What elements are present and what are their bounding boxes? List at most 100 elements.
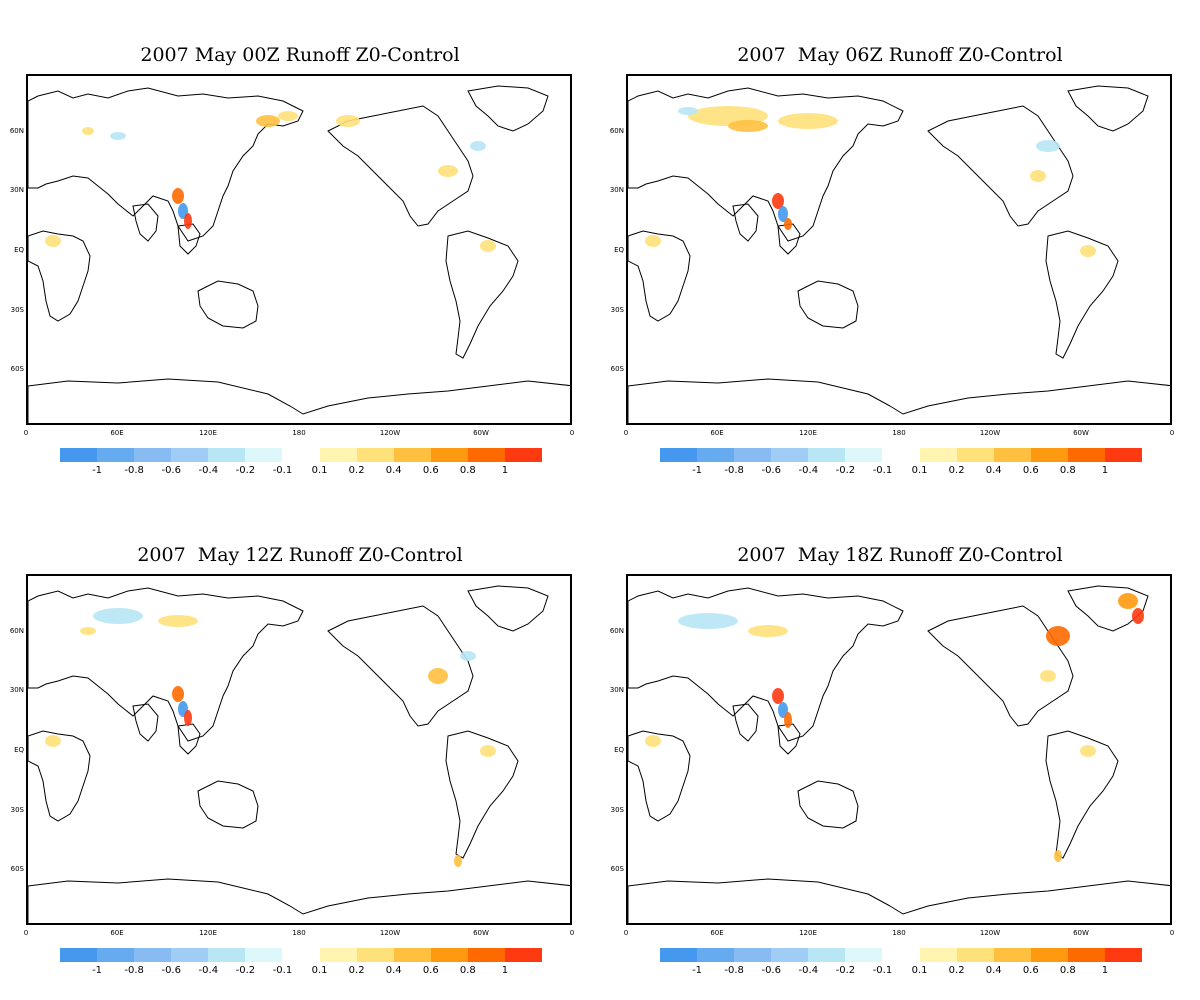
lon-label-120e: 120E bbox=[199, 929, 217, 937]
map-panel-18z: 2007 May 18Z Runoff Z0-Control 60N 30N E… bbox=[600, 500, 1200, 1000]
colorbar-label: -0.2 bbox=[235, 965, 256, 976]
colorbar-label: -1 bbox=[92, 965, 103, 976]
lat-label-eq: EQ bbox=[14, 246, 24, 254]
runoff-anomaly bbox=[93, 608, 143, 624]
world-map bbox=[628, 585, 1170, 923]
colorbar-swatch bbox=[734, 448, 772, 462]
coastline bbox=[797, 780, 859, 829]
colorbar-label: 1 bbox=[1101, 465, 1109, 476]
lat-label-30s: 30S bbox=[10, 306, 24, 314]
colorbar-swatch bbox=[319, 448, 357, 462]
coastline bbox=[467, 85, 549, 132]
colorbar-label: -0.1 bbox=[872, 465, 893, 476]
runoff-anomaly bbox=[256, 115, 280, 127]
coastline bbox=[28, 87, 304, 242]
colorbar-swatch bbox=[504, 948, 542, 962]
panel-title: 2007 May 06Z Runoff Z0-Control bbox=[737, 44, 1063, 66]
colorbar-label: 0.6 bbox=[422, 465, 439, 476]
colorbar-swatch bbox=[808, 448, 846, 462]
lat-label-30n: 30N bbox=[609, 686, 624, 694]
lat-label-30s: 30S bbox=[610, 806, 624, 814]
runoff-anomaly bbox=[772, 193, 784, 209]
runoff-anomaly bbox=[645, 735, 661, 747]
runoff-anomaly bbox=[1036, 140, 1060, 152]
colorbar-label: -0.6 bbox=[161, 465, 181, 476]
lon-label-60e: 60E bbox=[710, 429, 724, 437]
lat-label-60n: 60N bbox=[609, 627, 624, 635]
colorbar-label: 0.2 bbox=[948, 965, 965, 976]
lat-label-30n: 30N bbox=[9, 686, 24, 694]
lon-label-60e: 60E bbox=[110, 429, 124, 437]
runoff-anomaly bbox=[454, 855, 462, 867]
lon-label-0: 0 bbox=[23, 929, 29, 937]
colorbar-swatch bbox=[956, 948, 994, 962]
colorbar-swatch bbox=[697, 948, 735, 962]
coastline bbox=[732, 703, 759, 742]
colorbar-swatch bbox=[808, 948, 846, 962]
panel-title: 2007 May 12Z Runoff Z0-Control bbox=[137, 544, 463, 566]
colorbar-label: 0.1 bbox=[311, 465, 328, 476]
coastline bbox=[927, 605, 1074, 727]
colorbar-label: -0.2 bbox=[835, 465, 856, 476]
runoff-anomaly bbox=[645, 235, 661, 247]
lon-label-60w: 60W bbox=[1073, 429, 1089, 437]
colorbar-swatch bbox=[245, 948, 283, 962]
colorbar-swatch bbox=[771, 448, 809, 462]
lon-label-120w: 120W bbox=[379, 429, 401, 437]
lon-label-120w: 120W bbox=[979, 429, 1001, 437]
lat-label-60n: 60N bbox=[9, 127, 24, 135]
panel-title: 2007 May 18Z Runoff Z0-Control bbox=[737, 544, 1063, 566]
runoff-anomaly bbox=[82, 127, 94, 135]
colorbar-swatch bbox=[1030, 448, 1068, 462]
coastline bbox=[628, 878, 1170, 923]
lat-label-30n: 30N bbox=[9, 186, 24, 194]
colorbar-swatch bbox=[134, 948, 172, 962]
colorbar-label: -0.1 bbox=[272, 465, 293, 476]
panel-title: 2007 May 00Z Runoff Z0-Control bbox=[140, 44, 460, 66]
colorbar-swatch bbox=[919, 948, 957, 962]
colorbar-swatch bbox=[956, 448, 994, 462]
lon-label-0: 0 bbox=[23, 429, 29, 437]
runoff-anomaly bbox=[438, 165, 458, 177]
colorbar-label: -0.2 bbox=[235, 465, 256, 476]
colorbar-swatch bbox=[171, 448, 209, 462]
coastline bbox=[327, 105, 474, 227]
coastline bbox=[797, 280, 859, 329]
runoff-anomaly bbox=[80, 627, 96, 635]
colorbar-swatch bbox=[845, 948, 883, 962]
colorbar: -1 -0.8 -0.6 -0.4 -0.2 -0.1 0.1 0.2 0.4 0.6 0.8 1 bbox=[660, 448, 1142, 476]
colorbar-swatch bbox=[1067, 948, 1105, 962]
runoff-anomaly bbox=[1118, 593, 1138, 609]
coastline bbox=[132, 703, 159, 742]
coastline bbox=[28, 587, 304, 742]
lon-label-0: 0 bbox=[623, 929, 629, 937]
lat-label-60s: 60S bbox=[10, 865, 24, 873]
coastline bbox=[628, 378, 1170, 423]
lon-label-120w: 120W bbox=[379, 929, 401, 937]
colorbar-swatch bbox=[134, 448, 172, 462]
runoff-anomaly bbox=[45, 235, 61, 247]
coastline bbox=[628, 730, 691, 822]
lon-label-60e: 60E bbox=[110, 929, 124, 937]
lon-label-120e: 120E bbox=[199, 429, 217, 437]
lon-label-0-east: 0 bbox=[569, 929, 575, 937]
world-map bbox=[28, 85, 570, 423]
colorbar-swatch bbox=[393, 448, 431, 462]
colorbar-label: -1 bbox=[692, 965, 703, 976]
colorbar-label: -0.4 bbox=[198, 965, 219, 976]
colorbar-swatch bbox=[504, 448, 542, 462]
runoff-anomaly bbox=[172, 686, 184, 702]
colorbar-swatch bbox=[919, 448, 957, 462]
colorbar-label: -0.8 bbox=[124, 965, 144, 976]
coastline bbox=[1067, 585, 1149, 632]
colorbar-swatch bbox=[393, 948, 431, 962]
runoff-anomaly bbox=[184, 213, 192, 229]
colorbar-swatch bbox=[356, 448, 394, 462]
runoff-anomaly bbox=[1054, 850, 1062, 862]
runoff-anomaly bbox=[778, 206, 788, 222]
colorbar-label: 0.1 bbox=[911, 965, 928, 976]
lon-label-60w: 60W bbox=[1073, 929, 1089, 937]
colorbar-label: 1 bbox=[501, 465, 509, 476]
runoff-anomaly bbox=[1030, 170, 1046, 182]
colorbar-label: 0.8 bbox=[1059, 965, 1076, 976]
